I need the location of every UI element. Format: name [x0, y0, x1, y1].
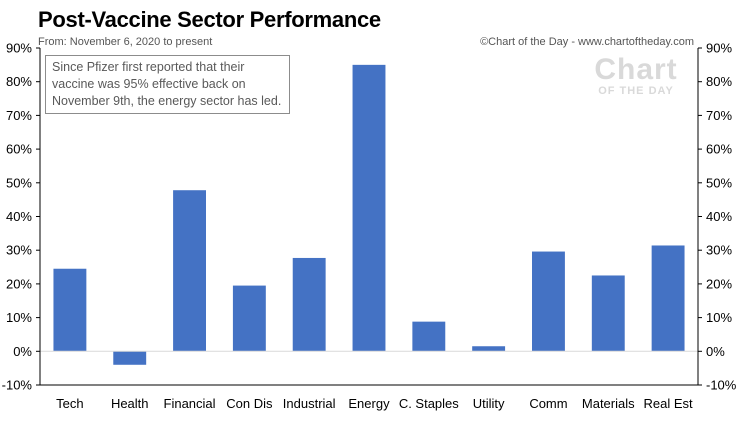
bar-health: [113, 351, 147, 365]
logo-line-2: OF THE DAY: [598, 85, 674, 97]
bar-industrial: [292, 257, 326, 352]
right-tick-label: -10%: [706, 378, 737, 393]
bar-materials: [591, 275, 625, 352]
right-tick-label: 40%: [706, 209, 732, 224]
category-label: C. Staples: [399, 396, 459, 411]
chart-title: Post-Vaccine Sector Performance: [38, 7, 381, 32]
category-label: Comm: [529, 396, 567, 411]
left-tick-label: 0%: [13, 344, 32, 359]
left-tick-label: 20%: [6, 276, 32, 291]
right-tick-label: 30%: [706, 243, 732, 258]
right-tick-label: 20%: [706, 276, 732, 291]
left-tick-label: 40%: [6, 209, 32, 224]
left-tick-label: -10%: [2, 378, 33, 393]
bar-c-staples: [412, 321, 446, 352]
annotation-box: Since Pfizer first reported that their v…: [45, 55, 290, 114]
right-tick-label: 70%: [706, 108, 732, 123]
bar-tech: [53, 268, 87, 352]
left-tick-label: 60%: [6, 142, 32, 157]
left-tick-label: 80%: [6, 74, 32, 89]
category-label: Energy: [348, 396, 390, 411]
right-tick-label: 50%: [706, 175, 732, 190]
bar-utility: [472, 346, 506, 352]
right-tick-label: 60%: [706, 142, 732, 157]
left-tick-label: 10%: [6, 310, 32, 325]
bar-con-dis: [232, 285, 266, 352]
category-label: Real Est: [644, 396, 694, 411]
bar-energy: [352, 64, 386, 352]
bar-financial: [173, 190, 206, 352]
category-label: Financial: [164, 396, 216, 411]
left-tick-label: 70%: [6, 108, 32, 123]
category-label: Con Dis: [226, 396, 273, 411]
bar-real-est: [651, 245, 685, 352]
left-tick-label: 50%: [6, 175, 32, 190]
left-tick-label: 90%: [6, 41, 32, 56]
logo-line-1: Chart: [594, 53, 678, 86]
category-label: Materials: [582, 396, 635, 411]
chart-of-the-day-logo: Chart OF THE DAY: [588, 53, 684, 98]
right-tick-label: 0%: [706, 344, 725, 359]
category-label: Industrial: [283, 396, 336, 411]
right-tick-label: 90%: [706, 41, 732, 56]
category-label: Tech: [56, 396, 83, 411]
category-label: Utility: [473, 396, 505, 411]
source-credit: ©Chart of the Day - www.chartoftheday.co…: [480, 36, 694, 48]
chart-subtitle: From: November 6, 2020 to present: [38, 36, 213, 48]
bar-comm: [532, 251, 565, 352]
category-label: Health: [111, 396, 149, 411]
right-tick-label: 10%: [706, 310, 732, 325]
left-tick-label: 30%: [6, 243, 32, 258]
right-tick-label: 80%: [706, 74, 732, 89]
